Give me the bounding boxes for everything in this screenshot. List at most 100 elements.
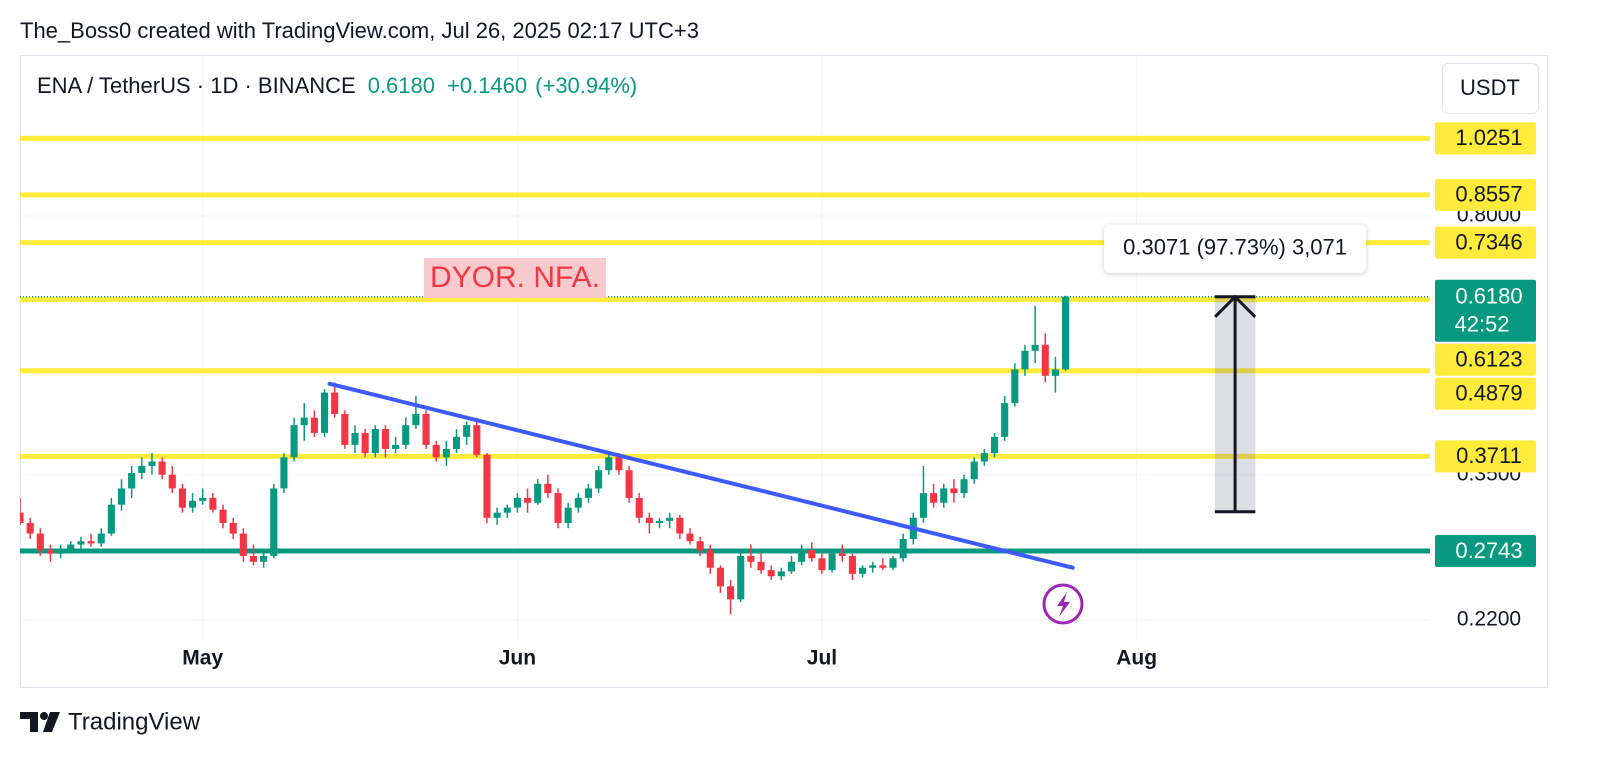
candle-body (767, 570, 775, 577)
candle-body (249, 555, 258, 562)
candle-body (67, 544, 75, 550)
level-label: 0.3711 (1456, 443, 1522, 468)
level-label: 1.0251 (1455, 125, 1522, 150)
logo-mark (20, 712, 38, 732)
candle-body (493, 512, 501, 518)
annotation: DYOR. NFA. (430, 261, 600, 294)
alert-icon[interactable] (1042, 583, 1084, 625)
change-percent: (+30.94%) (535, 73, 637, 98)
candle-body (392, 444, 400, 449)
candle-body (625, 470, 633, 498)
x-tick-label: Jun (499, 647, 536, 670)
candle-body (950, 488, 958, 494)
candle-body (20, 512, 24, 523)
candle-body (919, 493, 928, 518)
currency-button[interactable]: USDT (1442, 63, 1539, 114)
candle-body (361, 432, 369, 454)
candle-body (138, 465, 146, 473)
candle-body (331, 392, 339, 414)
candle-body (534, 483, 542, 503)
candle-body (87, 541, 95, 544)
grid (20, 55, 1430, 640)
candle-body (655, 520, 664, 523)
level-label: 0.7346 (1455, 229, 1522, 254)
x-tick-label: Aug (1116, 647, 1157, 670)
candle-body (645, 517, 653, 523)
candle-body (595, 470, 603, 489)
candle-body (148, 461, 156, 466)
candle-body (260, 555, 268, 562)
candle-body (564, 507, 572, 523)
candle-body (371, 429, 379, 454)
countdown: 42:52 (1454, 312, 1509, 337)
candle-body (777, 571, 785, 577)
candle-body (1011, 369, 1019, 404)
symbol: ENA / TetherUS · 1D · BINANCE (37, 73, 356, 98)
candle-body (686, 533, 694, 542)
measure-head (1214, 294, 1257, 318)
level-label-box (1435, 226, 1536, 259)
candle-body (442, 448, 450, 458)
candle-body (381, 429, 389, 449)
candle-body (828, 553, 836, 571)
candle-body (787, 561, 796, 572)
candle-body (320, 392, 329, 433)
candle-body (524, 497, 532, 503)
last-price-box (1435, 279, 1536, 342)
y-tick-label: 0.2200 (1457, 608, 1521, 631)
candle-body (432, 444, 440, 458)
x-tick-label: May (182, 647, 223, 670)
candle-body (341, 413, 349, 445)
candle-body (483, 454, 491, 518)
candle-body (605, 457, 613, 471)
currency-button-box[interactable] (1442, 63, 1539, 114)
price-axis: 0.22000.35000.80001.02510.85570.73460.61… (1435, 122, 1536, 631)
candle-body (199, 497, 207, 501)
level-label-box (1435, 377, 1536, 410)
candle-body (158, 461, 166, 475)
alert-bolt[interactable] (1057, 592, 1070, 617)
candle-body (168, 474, 176, 489)
change: +0.1460 (447, 73, 527, 98)
candle-body (757, 561, 765, 571)
candle-body (77, 541, 85, 545)
candle-body (554, 493, 562, 523)
candle-body (696, 541, 704, 551)
trend-line (327, 381, 1075, 570)
last-price-label: 0.6180 (1455, 284, 1522, 309)
level-label: 0.6123 (1455, 347, 1522, 372)
annotation-box (424, 258, 607, 298)
candle-body (1031, 344, 1039, 351)
candle-body (26, 522, 34, 534)
measure-label: 0.3071 (97.73%) 3,071 (1123, 235, 1347, 260)
level-label-box (1435, 534, 1536, 567)
level-label-box (1435, 440, 1536, 473)
candle-body (727, 586, 735, 600)
candle-body (869, 565, 877, 568)
last-price: 0.6180 (368, 73, 435, 98)
candle-body (808, 550, 816, 559)
candle-body (97, 533, 105, 544)
candle-body (290, 425, 298, 458)
logo-slash (43, 712, 60, 732)
candle-body (513, 497, 521, 508)
level-label: 0.4879 (1455, 381, 1522, 406)
currency-label[interactable]: USDT (1460, 75, 1520, 100)
candle-body (229, 522, 237, 534)
candle-body (189, 500, 197, 508)
candle-body (57, 549, 65, 554)
x-tick-label: Jul (807, 647, 837, 670)
candle-body (473, 425, 481, 455)
candle-body (584, 488, 593, 498)
candle-body (747, 555, 755, 562)
candle-body (737, 555, 745, 600)
level-label: 0.8557 (1455, 182, 1522, 207)
candle-body (452, 436, 461, 449)
candle-body (280, 457, 288, 489)
logo: TradingView (20, 708, 201, 735)
candle-body (1062, 296, 1070, 370)
candle-body (858, 567, 867, 574)
candle-body (36, 533, 44, 551)
candle-body (574, 497, 582, 508)
candle-body (117, 488, 126, 505)
